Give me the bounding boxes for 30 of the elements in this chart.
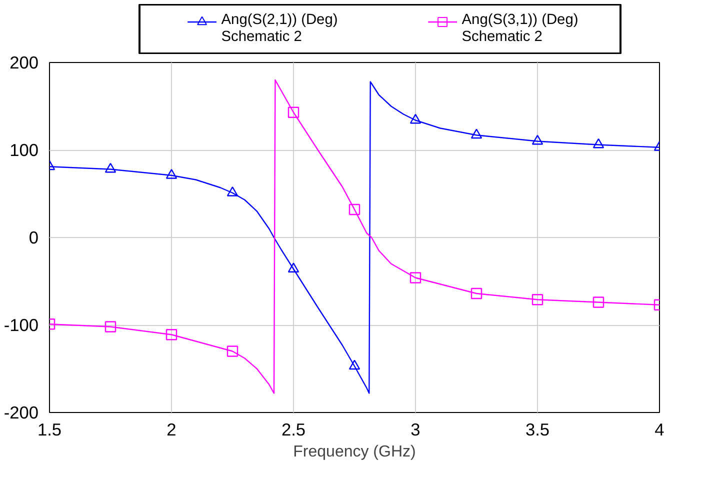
x-tick-label: 2 <box>166 420 176 440</box>
point <box>226 186 238 196</box>
point <box>288 262 300 272</box>
point <box>166 169 178 179</box>
y-tick-label: -100 <box>4 315 39 335</box>
x-tick-label: 2.5 <box>281 420 306 440</box>
point <box>104 162 116 173</box>
point <box>470 288 482 300</box>
point <box>166 329 178 340</box>
point <box>410 114 422 124</box>
x-tick-label: 4 <box>654 420 665 440</box>
x-axis-title: Frequency (GHz) <box>293 444 416 460</box>
point <box>470 128 482 139</box>
point <box>104 321 116 332</box>
point <box>532 294 544 306</box>
x-tick-label: 3.5 <box>525 420 550 440</box>
y-tick-label: -200 <box>4 402 39 422</box>
point <box>532 134 544 145</box>
y-tick-label: 0 <box>28 228 39 248</box>
legend-label: Ang(S(3,1)) (Deg) Schematic 2 <box>462 12 578 45</box>
x-tick-label: 3 <box>410 420 420 440</box>
point <box>592 138 604 148</box>
y-tick-label: 200 <box>10 52 39 72</box>
point <box>226 346 238 357</box>
point <box>348 204 360 216</box>
x-tick-label: 1.5 <box>37 420 62 440</box>
point <box>592 296 604 308</box>
point <box>410 272 422 284</box>
legend-label: Ang(S(2,1)) (Deg) Schematic 2 <box>221 12 338 45</box>
y-tick-label: 100 <box>10 140 39 160</box>
